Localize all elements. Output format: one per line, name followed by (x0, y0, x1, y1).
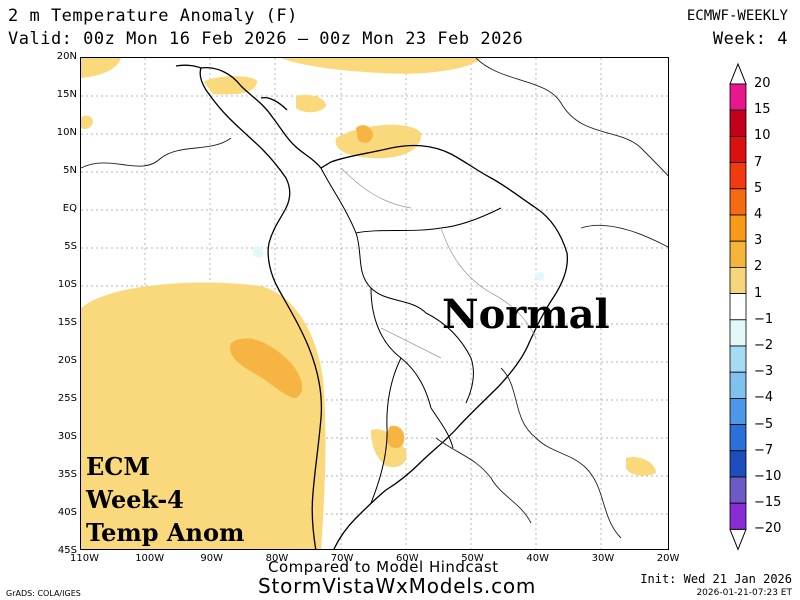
website-text: StormVistaWxModels.com (258, 574, 537, 598)
lat-label: EQ (62, 203, 77, 214)
contour-lines (81, 58, 668, 539)
coastline (175, 64, 569, 549)
lat-label: 35S (57, 469, 77, 480)
colorbar-swatch (729, 240, 747, 268)
colorbar-label: −3 (754, 364, 774, 380)
normal-overlay-text: Normal (442, 291, 610, 338)
colorbar-swatch (729, 293, 747, 321)
valid-period: Valid: 00z Mon 16 Feb 2026 — 00z Mon 23 … (8, 29, 524, 49)
lat-label: 10S (57, 279, 77, 290)
lat-label: 15N (56, 89, 77, 100)
colorbar-label: −10 (754, 469, 782, 484)
colorbar-graphic (729, 62, 747, 551)
lon-label: 30W (591, 553, 615, 564)
lat-label: 5S (64, 241, 77, 252)
colorbar-label: −20 (754, 521, 782, 537)
lon-label: 20W (656, 553, 680, 564)
warm-anomaly-areas (81, 58, 656, 549)
lon-label: 40W (526, 553, 550, 564)
state-borders (340, 167, 537, 359)
map-title: 2 m Temperature Anomaly (F) (8, 6, 298, 26)
colorbar-label: −7 (754, 442, 774, 458)
grads-credit: GrADS: COLA/IGES (6, 589, 81, 598)
lon-label: 110W (70, 553, 99, 564)
lon-label: 100W (135, 553, 165, 564)
colorbar-swatch (729, 188, 747, 216)
colorbar-swatch (729, 214, 747, 242)
colorbar-swatch (729, 162, 747, 190)
lat-label: 25S (57, 393, 77, 404)
colorbar-label: −1 (754, 311, 774, 327)
cool-anomaly-areas (252, 246, 545, 281)
map-canvas: Normal (81, 58, 668, 549)
colorbar-swatch (729, 109, 747, 137)
colorbar-label: 15 (754, 102, 771, 118)
panel-line-product: Temp Anom (86, 518, 245, 547)
colorbar-label: 4 (754, 207, 763, 222)
colorbar-swatch (729, 319, 747, 347)
colorbar-swatch (729, 476, 747, 504)
colorbar-bottom-arrow (729, 528, 747, 551)
colorbar-label: −4 (754, 390, 774, 406)
colorbar-swatch (729, 345, 747, 373)
country-borders (320, 167, 502, 504)
init-time: Init: Wed 21 Jan 2026 (640, 572, 792, 586)
lat-label: 30S (57, 431, 77, 442)
lat-label: 40S (57, 507, 77, 518)
lat-label: 10N (56, 127, 77, 138)
colorbar-label: −15 (754, 495, 782, 511)
lon-label: 70W (330, 553, 354, 564)
lat-label: 5N (63, 165, 77, 176)
lon-label: 60W (396, 553, 419, 564)
model-name: ECMWF-WEEKLY (686, 8, 788, 24)
week-label: Week: 4 (712, 29, 788, 49)
colorbar-label: −5 (754, 416, 774, 432)
lat-label: 20S (57, 355, 77, 366)
colorbar-swatch (729, 83, 747, 111)
lon-label: 50W (461, 553, 484, 564)
info-panel: ECM Week-4 Temp Anom (86, 450, 244, 549)
colorbar-label: 1 (754, 285, 763, 301)
colorbar-swatch (729, 371, 747, 399)
lat-label: 45S (57, 545, 77, 556)
colorbar-top-arrow (729, 62, 747, 85)
colorbar-label: 2 (754, 259, 763, 275)
lat-label: 15S (57, 317, 77, 328)
colorbar-label: 10 (754, 128, 771, 144)
lat-label: 20N (56, 51, 77, 62)
lon-label: 80W (265, 553, 289, 564)
colorbar-swatch (729, 266, 747, 294)
colorbar-label: −2 (754, 338, 774, 353)
colorbar-label: 7 (754, 154, 763, 170)
panel-line-week: Week-4 (86, 485, 184, 514)
lon-label: 90W (200, 553, 224, 564)
colorbar-swatch (729, 502, 747, 530)
colorbar-swatch (729, 424, 747, 452)
compared-text: Compared to Model Hindcast (268, 558, 499, 576)
colorbar-label: 20 (754, 76, 771, 91)
render-timestamp: 2026-01-21-07:23 ET (696, 588, 792, 598)
colorbar-swatch (729, 397, 747, 425)
panel-line-model: ECM (86, 452, 150, 481)
colorbar-swatch (729, 450, 747, 478)
colorbar-label: 3 (754, 233, 763, 249)
anomaly-map: Normal (80, 57, 669, 550)
colorbar-label: 5 (754, 180, 763, 196)
colorbar-swatch (729, 136, 747, 164)
